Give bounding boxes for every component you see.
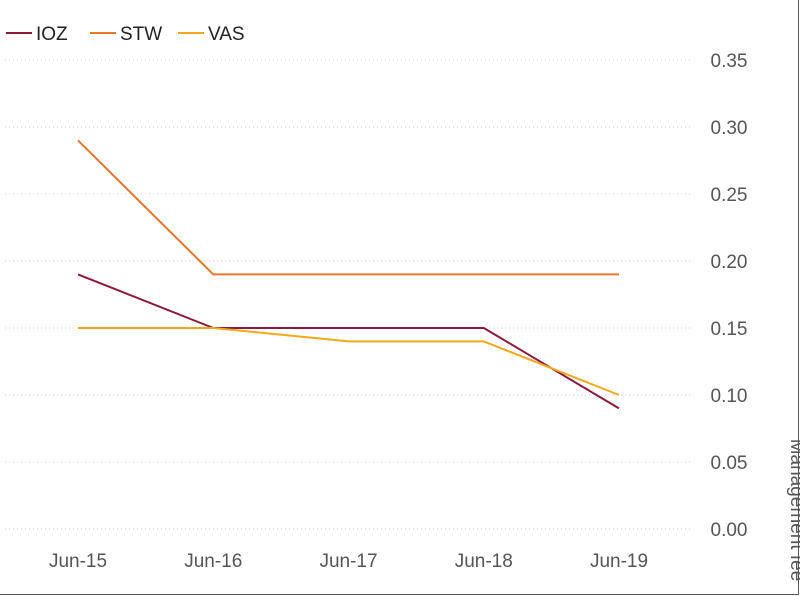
legend-label: STW [120,24,162,45]
y-axis-title: Management fee [786,439,800,582]
legend-item-vas: VAS [178,24,245,45]
y-tick-label: 0.05 [711,453,748,474]
y-tick-label: 0.15 [711,319,748,340]
series-line-ioz [77,273,620,410]
y-tick-labels: 0.00 0.05 0.10 0.15 0.20 0.25 0.30 0.35 [711,51,748,541]
y-tick-label: 0.00 [711,520,748,541]
series-line-vas [78,327,620,396]
legend-item-ioz: IOZ [6,24,68,45]
y-tick-label: 0.35 [711,51,748,72]
y-tick-label: 0.30 [711,118,748,139]
legend: IOZ STW VAS [6,24,245,45]
x-tick-label: Jun-17 [319,551,377,572]
x-tick-label: Jun-16 [184,551,242,572]
y-tick-label: 0.10 [711,386,748,407]
x-tick-label: Jun-18 [455,551,513,572]
y-tick-label: 0.20 [711,252,748,273]
y-tick-label: 0.25 [711,185,748,206]
x-tick-label: Jun-15 [49,551,107,572]
legend-label: VAS [208,24,245,45]
x-tick-labels: Jun-15 Jun-16 Jun-17 Jun-18 Jun-19 [49,551,648,572]
series-lines [77,139,620,410]
legend-label: IOZ [36,24,68,45]
grid-lines [5,59,690,530]
x-tick-label: Jun-19 [590,551,648,572]
legend-item-stw: STW [90,24,162,45]
series-line-stw [77,139,619,276]
